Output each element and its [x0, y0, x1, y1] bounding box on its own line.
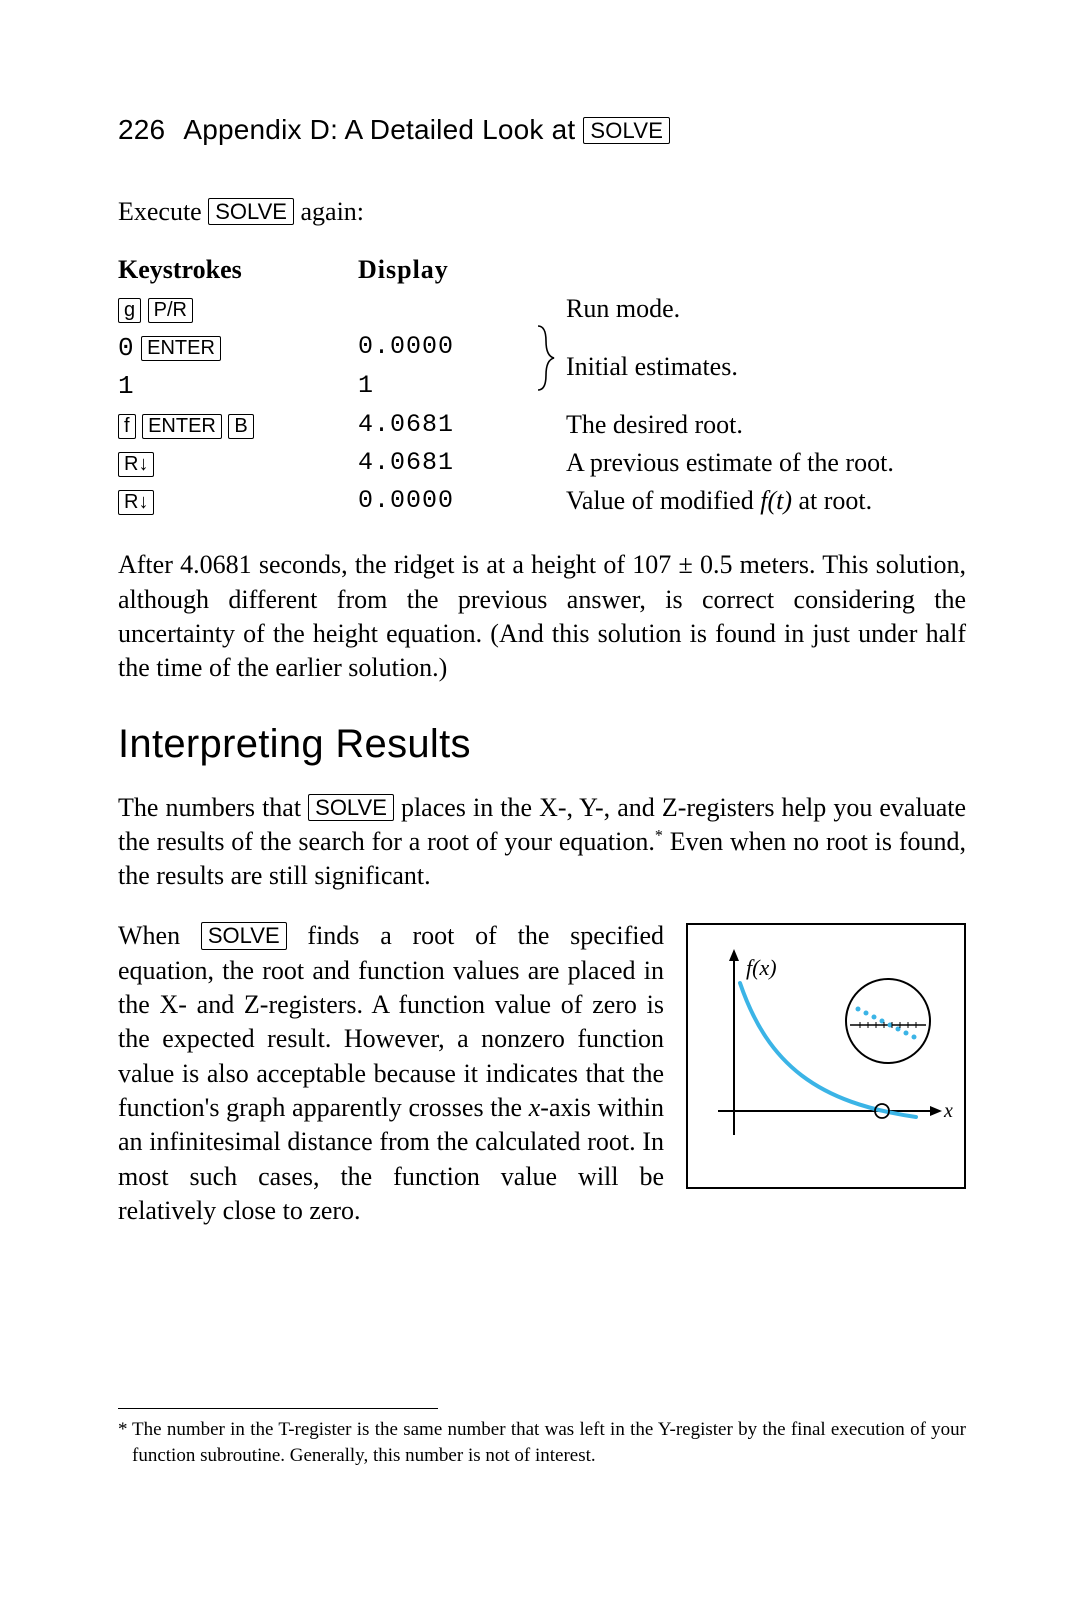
row-desc: Run mode.	[566, 290, 966, 328]
fx-axis-label: f(x)	[746, 955, 777, 980]
table-row: f ENTER B 4.0681 The desired root.	[118, 406, 966, 444]
paragraph: After 4.0681 seconds, the ridget is at a…	[118, 548, 966, 685]
page: 226 Appendix D: A Detailed Look at SOLVE…	[0, 0, 1080, 1529]
display-value: 0.0000	[358, 328, 538, 367]
keystroke-table: Keystrokes Display g P/R Run mode. 0 ENT…	[118, 251, 966, 520]
appendix-title: Appendix D: A Detailed Look at	[183, 112, 575, 149]
enter-key-icon: ENTER	[141, 336, 221, 361]
row-desc: The desired root.	[566, 406, 966, 444]
footnote: * The number in the T-register is the sa…	[118, 1417, 966, 1468]
page-number: 226	[118, 112, 165, 149]
g-key-icon: g	[118, 298, 141, 323]
x-axis-label: x	[943, 1100, 953, 1122]
text-figure-row: When SOLVE finds a root of the specified…	[118, 919, 966, 1228]
f-key-icon: f	[118, 414, 136, 439]
display-value: 4.0681	[358, 406, 538, 444]
table-row: 0 ENTER 0.0000 Initial estimates.	[118, 328, 966, 367]
appendix-title-wrap: Appendix D: A Detailed Look at SOLVE	[183, 112, 670, 149]
solve-key-icon: SOLVE	[208, 198, 294, 225]
display-value: 0.0000	[358, 482, 538, 520]
solve-key-icon: SOLVE	[201, 922, 287, 949]
col-display-header: Display	[358, 251, 538, 289]
table-row: g P/R Run mode.	[118, 290, 966, 328]
solve-key-icon: SOLVE	[583, 117, 670, 144]
execute-line: Execute SOLVE again:	[118, 195, 966, 229]
display-value: 4.0681	[358, 444, 538, 482]
page-header: 226 Appendix D: A Detailed Look at SOLVE	[118, 112, 966, 149]
col-keystrokes-header: Keystrokes	[118, 251, 358, 289]
rdown-key-icon: R↓	[118, 452, 154, 477]
digit-zero: 0	[118, 333, 135, 363]
footnote-text: The number in the T-register is the same…	[132, 1417, 966, 1468]
enter-key-icon: ENTER	[142, 414, 222, 439]
function-graph-figure: f(x) x	[686, 923, 966, 1189]
footnote-star: *	[118, 1417, 132, 1468]
table-row: R↓ 0.0000 Value of modified f(t) at root…	[118, 482, 966, 520]
b-key-icon: B	[228, 414, 253, 439]
display-value: 1	[358, 367, 538, 405]
footnote-rule	[118, 1408, 438, 1409]
paragraph: When SOLVE finds a root of the specified…	[118, 919, 664, 1228]
curly-brace-icon	[532, 324, 560, 392]
table-header-row: Keystrokes Display	[118, 251, 966, 289]
execute-suffix: again:	[300, 197, 364, 226]
magnifier-circle-icon	[846, 979, 930, 1063]
footnote-marker: *	[655, 827, 663, 844]
rdown-key-icon: R↓	[118, 490, 154, 515]
table-row: R↓ 4.0681 A previous estimate of the roo…	[118, 444, 966, 482]
section-heading: Interpreting Results	[118, 718, 966, 771]
execute-prefix: Execute	[118, 197, 202, 226]
graph-svg: f(x) x	[688, 925, 964, 1187]
digit-one: 1	[118, 367, 358, 405]
y-axis-arrowhead-icon	[729, 949, 739, 961]
paragraph: The numbers that SOLVE places in the X-,…	[118, 791, 966, 894]
row-desc: A previous estimate of the root.	[566, 444, 966, 482]
row-desc: Value of modified f(t) at root.	[566, 482, 966, 520]
x-axis-arrowhead-icon	[930, 1106, 942, 1116]
pr-key-icon: P/R	[148, 298, 193, 323]
row-desc: Initial estimates.	[566, 328, 966, 406]
solve-key-icon: SOLVE	[308, 794, 394, 821]
